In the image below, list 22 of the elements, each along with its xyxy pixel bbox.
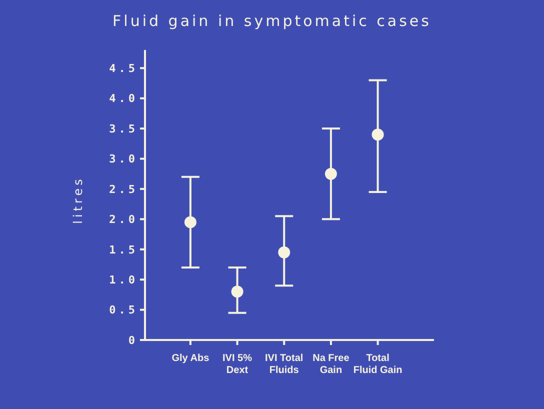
x-tick-label: Gly Abs — [172, 353, 210, 364]
y-tick-label: 0.5 — [109, 304, 138, 317]
point — [372, 128, 384, 141]
point — [324, 168, 337, 180]
point — [231, 286, 244, 298]
x-tick-label: Na Free Gain — [312, 353, 350, 376]
y-tick-label: 1.5 — [109, 243, 138, 256]
chart-title: Fluid gain in symptomatic cases — [112, 12, 432, 30]
point — [184, 216, 196, 228]
x-tick-label: IVI 5% Dext — [222, 353, 252, 376]
y-tick-label: 4.5 — [109, 62, 138, 76]
y-tick-label: 4.0 — [109, 92, 138, 106]
point — [278, 246, 290, 258]
x-tick-label: IVI Total Fluids — [265, 353, 304, 376]
y-tick-label: 1.0 — [109, 273, 138, 286]
x-tick-label: Total Fluid Gain — [353, 353, 402, 376]
y-tick-label: 0 — [128, 334, 138, 347]
y-axis-title: litres — [71, 176, 85, 224]
y-tick-label: 3.5 — [109, 122, 138, 136]
y-tick-label: 3.0 — [109, 152, 138, 166]
y-tick-label: 2.5 — [109, 182, 138, 196]
y-tick-label: 2.0 — [109, 213, 138, 226]
